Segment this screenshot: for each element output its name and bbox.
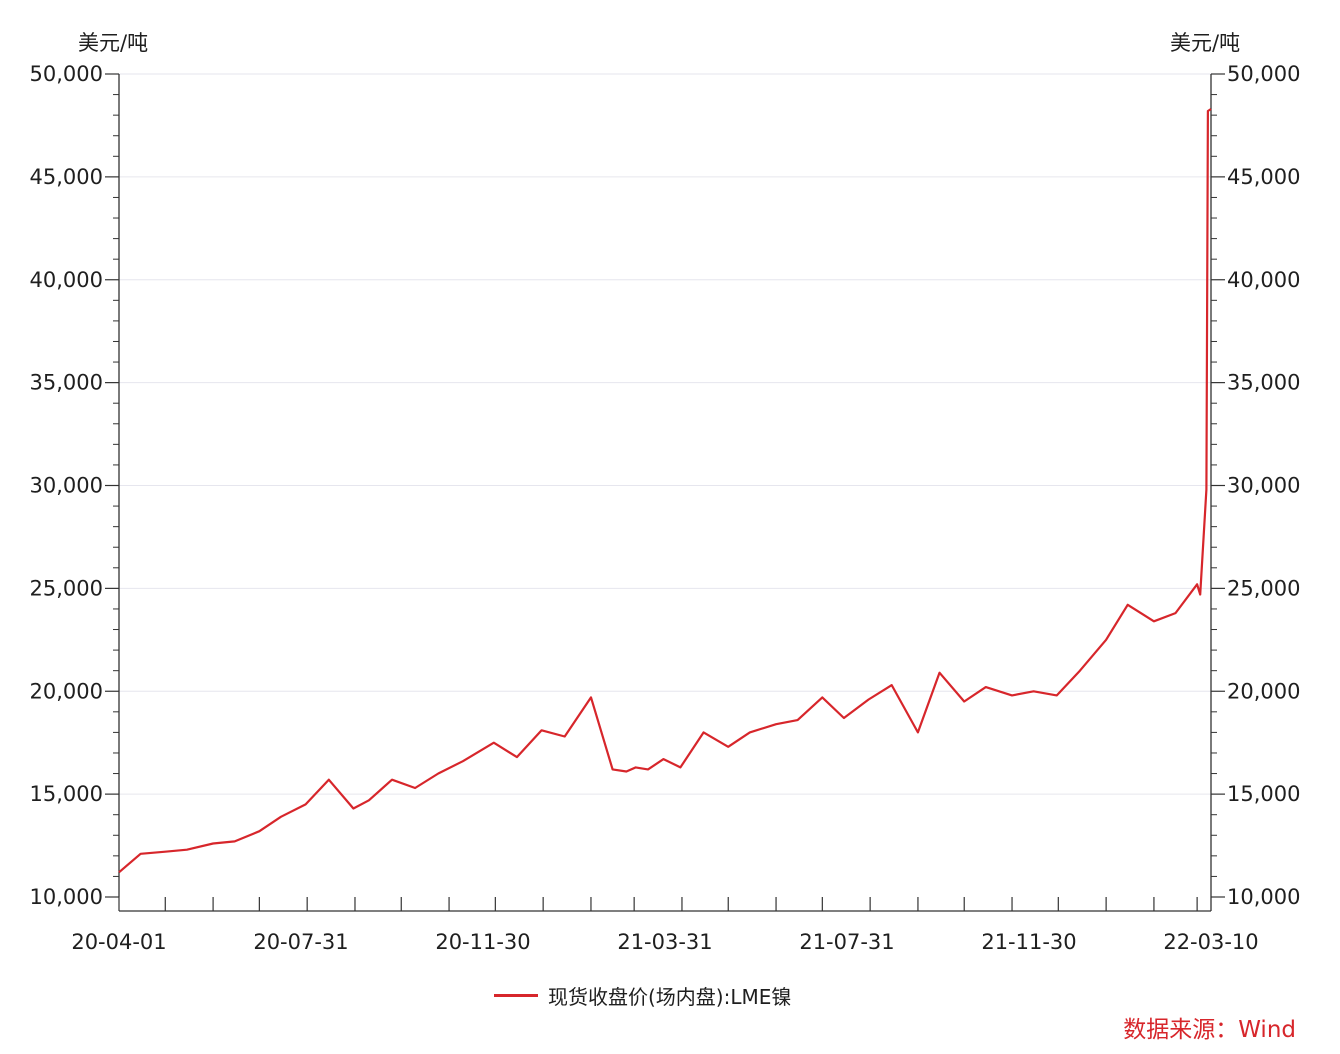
y-axis-left-ticks: 10,000 15,000 20,000 25,000 30,000 35,000 40,0… [30,62,119,909]
y-axis-right-ticks: 10,000 15,000 20,000 25,000 30,000 35,000 40,0… [1211,62,1300,909]
y-tick-label-right: 30,000 [1227,474,1300,498]
y-tick-label-right: 10,000 [1227,885,1300,909]
series-line [118,108,1212,874]
x-tick-label: 21-11-30 [981,930,1076,954]
x-tick-label: 21-07-31 [799,930,894,954]
y-tick-label-left: 10,000 [30,885,103,909]
axes [118,74,1212,912]
y-tick-label-left: 50,000 [30,62,103,86]
y-tick-label-right: 35,000 [1227,371,1300,395]
y-axis-right-unit: 美元/吨 [1170,31,1240,55]
y-tick-label-right: 20,000 [1227,679,1300,703]
x-tick-label: 21-03-31 [617,930,712,954]
y-tick-label-left: 35,000 [30,371,103,395]
y-tick-label-right: 25,000 [1227,576,1300,600]
y-tick-label-right: 45,000 [1227,165,1300,189]
series-group [118,108,1212,874]
y-tick-label-left: 30,000 [30,474,103,498]
y-tick-label-right: 40,000 [1227,268,1300,292]
source-note: 数据来源：Wind [1123,1017,1296,1043]
legend-swatch [494,993,538,997]
y-tick-label-left: 45,000 [30,165,103,189]
grid-lines [119,73,1211,795]
x-tick-label: 22-03-10 [1163,930,1258,954]
y-tick-label-left: 40,000 [30,268,103,292]
y-axis-left-unit: 美元/吨 [78,31,148,55]
x-tick-label: 20-11-30 [435,930,530,954]
x-tick-label: 20-04-01 [71,930,166,954]
y-tick-label-left: 20,000 [30,679,103,703]
y-tick-label-left: 15,000 [30,782,103,806]
legend-label: 现货收盘价(场内盘):LME镍 [548,984,792,1009]
x-tick-label: 20-07-31 [253,930,348,954]
y-tick-label-right: 15,000 [1227,782,1300,806]
y-tick-label-left: 25,000 [30,576,103,600]
x-axis-ticks: 20-04-01 20-07-31 20-11-30 21-03-31 21-07-31… [71,897,1259,954]
legend: 现货收盘价(场内盘):LME镍 [494,980,791,1010]
y-tick-label-right: 50,000 [1227,62,1300,86]
